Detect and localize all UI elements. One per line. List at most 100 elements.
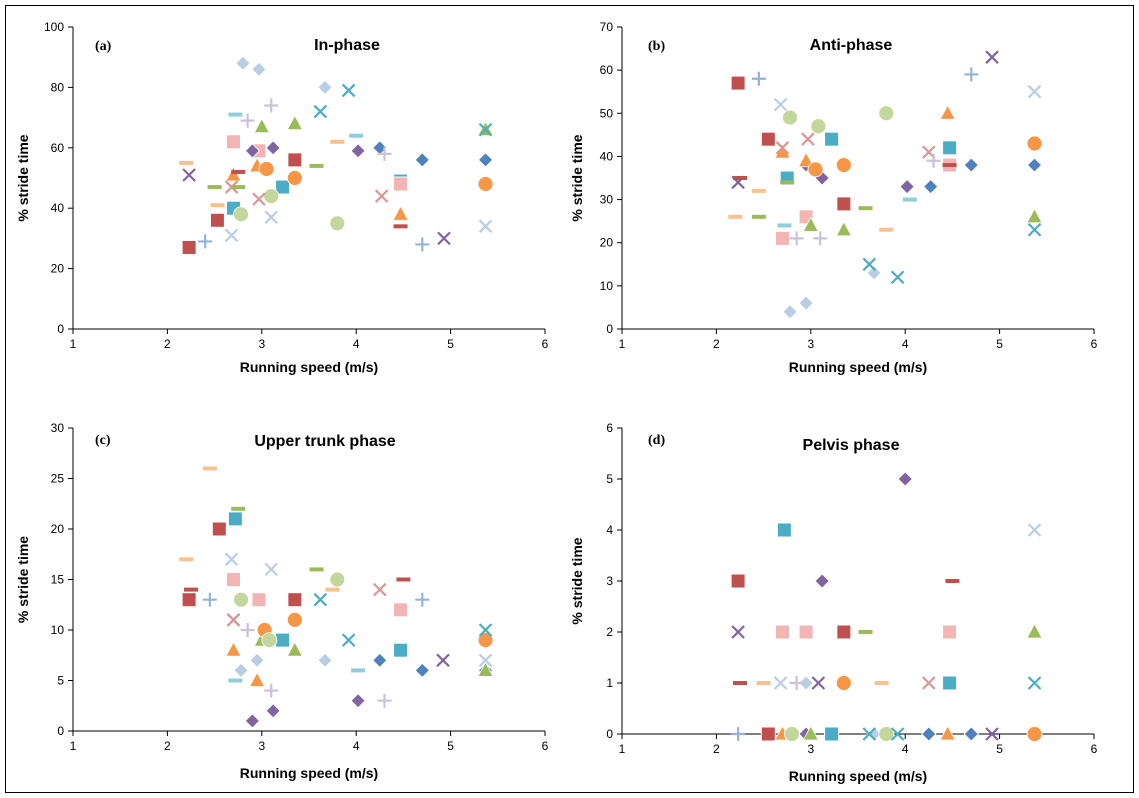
data-point-square [225, 134, 241, 150]
data-point-dash [309, 163, 324, 168]
data-point-plus [240, 623, 255, 637]
data-point-plus [198, 234, 213, 249]
data-point-circle [263, 188, 280, 205]
data-point-triangle [835, 220, 853, 237]
data-point-plus [751, 71, 766, 86]
data-point-x [224, 552, 239, 567]
y-tick-label: 20 [51, 522, 65, 536]
data-point-diamond [244, 143, 260, 159]
y-tick-label: 60 [600, 63, 614, 77]
data-point-diamond [923, 179, 939, 195]
data-point-square [774, 624, 790, 640]
data-point-x [890, 270, 905, 285]
data-point-square [836, 196, 852, 212]
data-point-square [287, 592, 303, 608]
data-point-x [373, 582, 387, 597]
chart-title: Anti-phase [810, 37, 893, 54]
data-point-circle [782, 109, 798, 126]
data-point-triangle [286, 641, 304, 657]
data-point-plus [789, 231, 804, 246]
data-point-x [731, 625, 745, 639]
data-points [730, 471, 1043, 742]
data-point-x [182, 168, 196, 182]
data-point-square [942, 140, 958, 156]
data-point-triangle [477, 661, 494, 677]
data-point-circle [233, 206, 249, 223]
data-point-square [798, 624, 814, 640]
data-point-circle [807, 161, 824, 178]
x-tick-label: 1 [70, 337, 77, 351]
data-point-diamond [866, 726, 882, 742]
x-tick-label: 5 [447, 337, 454, 351]
data-point-circle [233, 591, 249, 608]
data-point-square [730, 573, 746, 589]
data-point-plus [964, 67, 979, 82]
data-point-triangle [939, 725, 956, 741]
chart-title: Upper trunk phase [254, 433, 395, 450]
data-point-diamond [251, 61, 267, 77]
data-point-dash [351, 668, 366, 673]
data-point-dash [942, 163, 957, 168]
data-point-dash [858, 630, 873, 634]
y-tick-label: 20 [600, 236, 614, 250]
data-point-x [313, 104, 328, 119]
data-point-x [801, 132, 815, 146]
data-point-diamond [317, 652, 333, 668]
data-point-square [209, 212, 225, 228]
data-point-x [775, 141, 790, 155]
data-point-square [942, 675, 958, 691]
data-point-diamond [235, 55, 251, 71]
data-point-plus [377, 146, 392, 161]
data-point-circle [477, 632, 494, 648]
data-point-diamond [350, 143, 366, 159]
y-tick-label: 10 [51, 623, 65, 637]
x-tick-label: 6 [1091, 742, 1098, 756]
data-point-diamond [814, 573, 830, 589]
data-point-plus [240, 113, 255, 128]
data-point-x [313, 592, 328, 607]
data-point-diamond [477, 152, 494, 168]
data-point-diamond [963, 157, 979, 173]
data-point-square [225, 572, 241, 587]
data-point-plus [926, 153, 941, 168]
y-axis-label: % stride time [15, 134, 31, 221]
data-point-circle [1026, 135, 1043, 152]
data-point-square [393, 642, 409, 658]
data-point-dash [396, 577, 411, 582]
data-point-square [275, 179, 291, 195]
data-point-x [478, 122, 493, 137]
y-tick-label: 2 [606, 625, 613, 639]
data-point-x [341, 83, 356, 98]
data-point-dash [780, 180, 795, 185]
data-point-diamond [897, 471, 913, 487]
data-point-triangle [392, 205, 409, 221]
data-point-x [264, 210, 279, 225]
y-tick-label: 80 [51, 80, 65, 94]
data-point-square [942, 624, 958, 640]
panel-label: (b) [648, 39, 665, 54]
data-point-x [1027, 84, 1042, 99]
x-axis-label: Running speed (m/s) [240, 765, 378, 781]
data-point-triangle [802, 216, 819, 232]
data-point-circle [878, 726, 895, 742]
data-point-dash [210, 203, 225, 208]
data-point-dash [179, 557, 194, 562]
y-tick-label: 6 [606, 421, 613, 435]
x-tick-label: 5 [996, 742, 1003, 756]
data-point-square [824, 726, 840, 742]
y-tick-label: 0 [606, 727, 613, 741]
data-point-x [862, 257, 877, 272]
data-point-plus [202, 592, 217, 607]
y-tick-label: 1 [606, 676, 613, 690]
y-tick-label: 10 [600, 279, 614, 293]
data-point-triangle [248, 671, 266, 687]
x-axis-label: Running speed (m/s) [789, 768, 927, 784]
data-point-circle [329, 215, 346, 232]
y-tick-label: 40 [51, 201, 65, 215]
x-tick-label: 3 [258, 337, 265, 351]
data-point-dash [179, 160, 194, 165]
data-point-dash [756, 681, 771, 685]
